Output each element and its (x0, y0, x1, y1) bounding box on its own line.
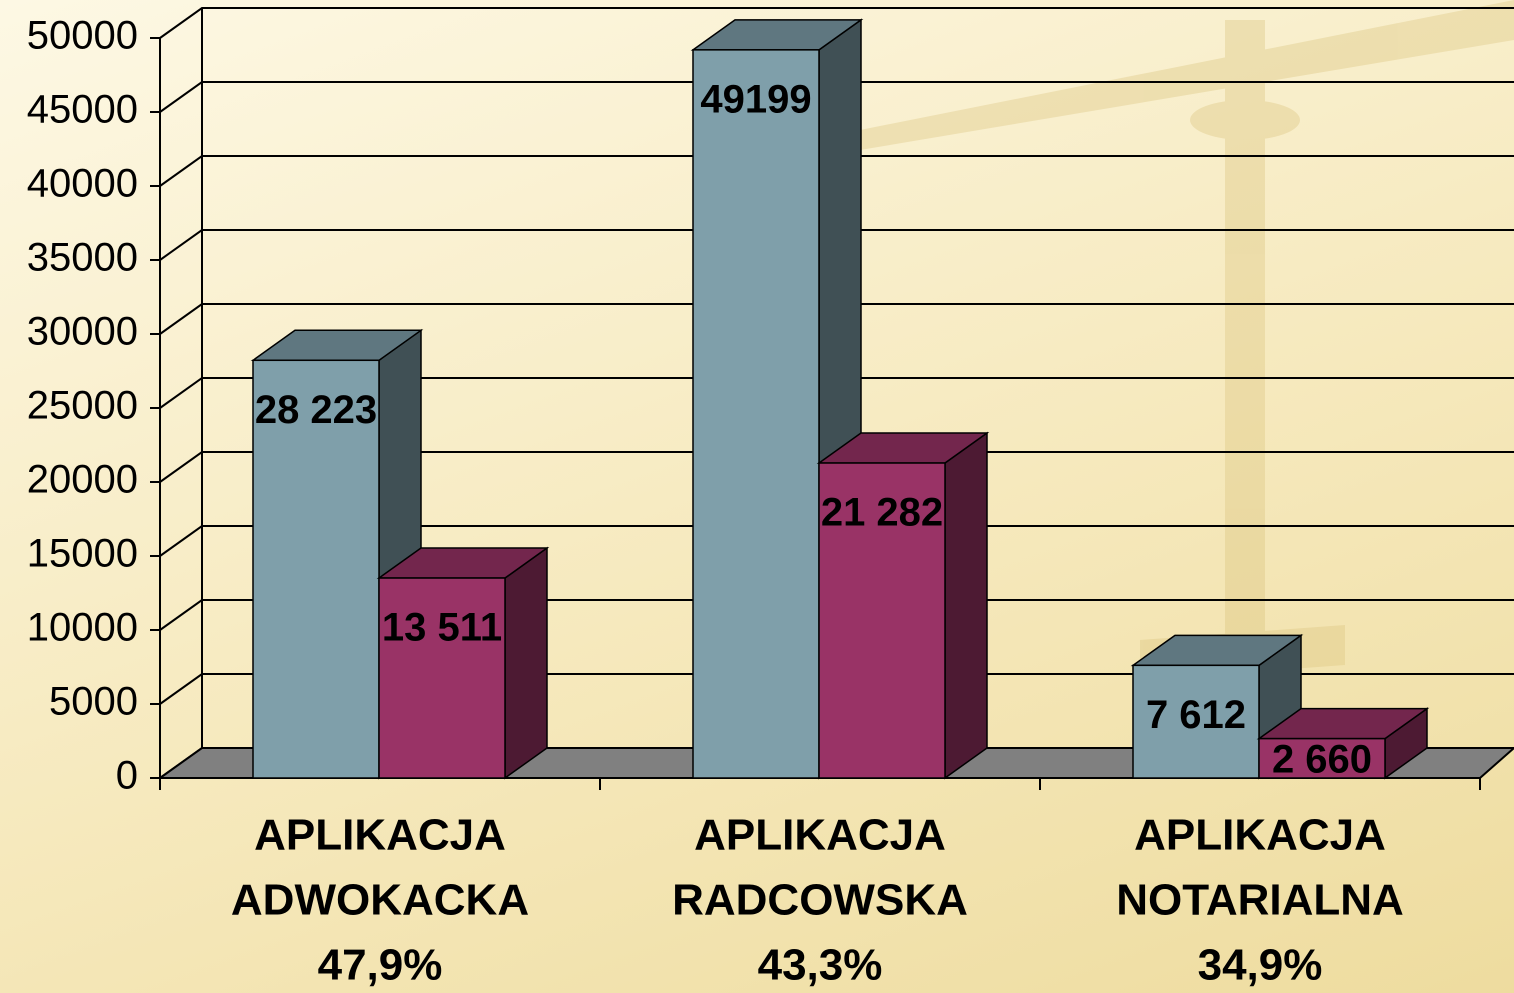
x-tick-label: 47,9% (318, 941, 443, 990)
bar-side (505, 548, 547, 778)
x-tick-label: RADCOWSKA (672, 876, 968, 925)
y-tick-label: 30000 (27, 310, 138, 354)
y-tick-label: 25000 (27, 384, 138, 428)
y-tick-label: 0 (116, 754, 138, 798)
y-tick-label: 50000 (27, 14, 138, 58)
y-tick-label: 35000 (27, 236, 138, 280)
y-tick-label: 15000 (27, 532, 138, 576)
chart: 0 5000 10000 15000 20000 25000 30000 35000 40000… (0, 0, 1514, 993)
value-label: 49199 (700, 77, 811, 121)
x-tick-label: 43,3% (758, 941, 883, 990)
x-tick-label: ADWOKACKA (231, 876, 529, 925)
x-tick-label: APLIKACJA (254, 811, 506, 860)
y-tick-label: 20000 (27, 458, 138, 502)
y-tick-label: 10000 (27, 606, 138, 650)
x-tick-label: NOTARIALNA (1116, 876, 1404, 925)
bar (693, 50, 819, 778)
y-tick-label: 45000 (27, 88, 138, 132)
y-tick-label: 5000 (49, 680, 138, 724)
page: 0 5000 10000 15000 20000 25000 30000 35000 40000… (0, 0, 1514, 993)
value-label: 21 282 (821, 491, 943, 535)
value-label: 7 612 (1146, 693, 1246, 737)
value-label: 2 660 (1272, 738, 1372, 782)
value-label: 13 511 (382, 606, 502, 650)
bar-side (945, 433, 987, 778)
x-tick-label: APLIKACJA (694, 811, 946, 860)
value-label: 28 223 (255, 388, 377, 432)
x-tick-label: APLIKACJA (1134, 811, 1386, 860)
x-tick-label: 34,9% (1198, 941, 1323, 990)
y-tick-label: 40000 (27, 162, 138, 206)
